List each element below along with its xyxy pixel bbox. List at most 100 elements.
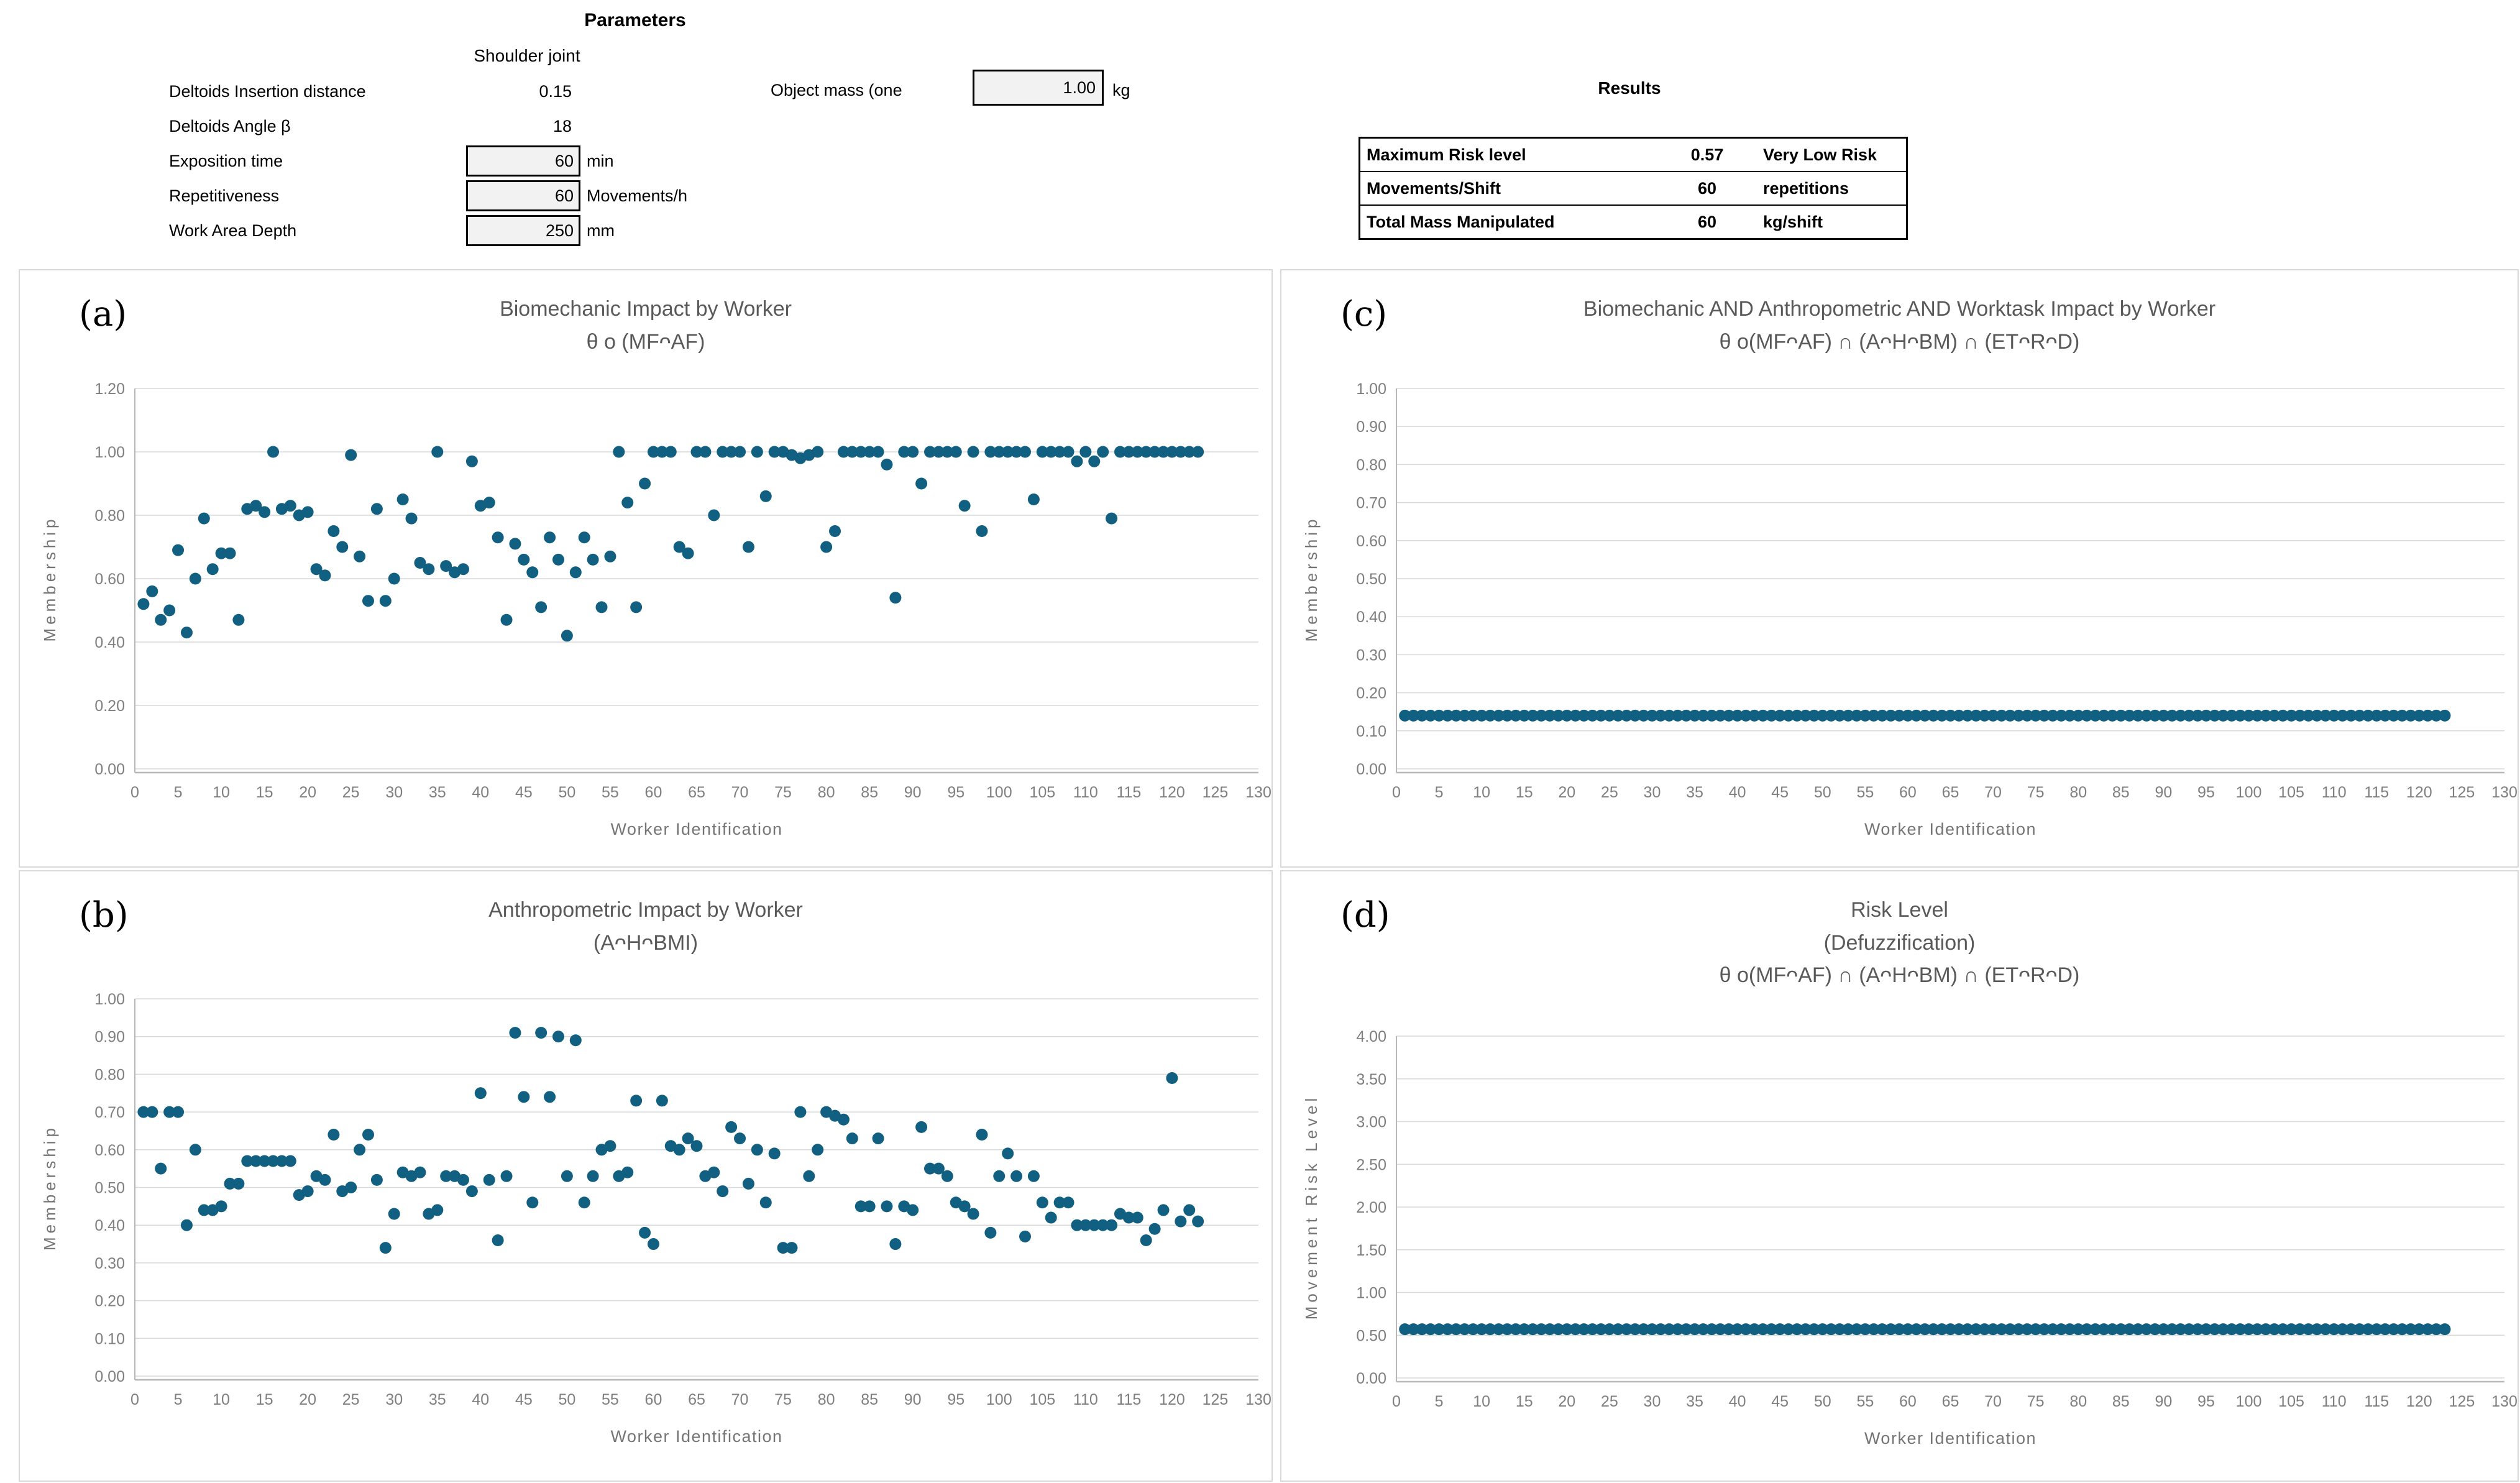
svg-text:110: 110 <box>1073 784 1098 801</box>
chart-title-d: Risk Level (Defuzzification) θ o(MFᴖAF) ∩ … <box>1281 894 2518 992</box>
result-unit: repetitions <box>1763 178 1849 198</box>
svg-text:75: 75 <box>2027 1393 2045 1410</box>
svg-text:20: 20 <box>299 1391 316 1408</box>
svg-text:70: 70 <box>1984 784 2002 801</box>
svg-text:0.60: 0.60 <box>94 571 125 588</box>
svg-text:100: 100 <box>2236 1393 2262 1410</box>
svg-text:0.00: 0.00 <box>1356 1370 1386 1387</box>
scatter-plot-d: 0.00 0.50 1.00 1.50 2.00 2.50 3.00 3.50 4.00 0 5 10… <box>1302 1028 2518 1448</box>
svg-text:1.20: 1.20 <box>94 380 125 398</box>
object-mass-input[interactable]: 1.00 <box>973 70 1104 106</box>
svg-text:60: 60 <box>645 1391 662 1408</box>
chart-title-line: Anthropometric Impact by Worker <box>488 898 803 922</box>
svg-text:0: 0 <box>1392 1393 1401 1410</box>
svg-text:120: 120 <box>1159 784 1185 801</box>
result-unit: kg/shift <box>1763 212 1823 231</box>
svg-text:0.40: 0.40 <box>94 1217 125 1234</box>
svg-text:130: 130 <box>2491 1393 2518 1410</box>
svg-text:Worker Identification: Worker Identification <box>1864 1429 2037 1448</box>
svg-text:25: 25 <box>1601 1393 1618 1410</box>
svg-text:1.00: 1.00 <box>94 991 125 1008</box>
results-title: Results <box>1598 78 1661 98</box>
svg-text:125: 125 <box>1203 784 1229 801</box>
svg-text:70: 70 <box>731 1391 749 1408</box>
svg-text:45: 45 <box>1771 784 1789 801</box>
chart-title-line: θ o(MFᴖAF) ∩ (AᴖHᴖBM) ∩ (ETᴖRᴖD) <box>1719 963 2080 988</box>
svg-text:1.00: 1.00 <box>94 444 125 461</box>
svg-text:70: 70 <box>1984 1393 2002 1410</box>
svg-text:10: 10 <box>1473 784 1490 801</box>
svg-text:80: 80 <box>818 784 835 801</box>
svg-text:Membership: Membership <box>1302 515 1321 641</box>
svg-text:3.00: 3.00 <box>1356 1114 1386 1131</box>
parameters-title: Parameters <box>584 10 686 30</box>
svg-text:2.00: 2.00 <box>1356 1199 1386 1216</box>
svg-text:0.50: 0.50 <box>94 1180 125 1197</box>
svg-text:0.80: 0.80 <box>1356 456 1386 474</box>
svg-text:35: 35 <box>1686 1393 1703 1410</box>
svg-text:40: 40 <box>1729 1393 1746 1410</box>
svg-text:115: 115 <box>2364 1393 2389 1410</box>
svg-text:0.10: 0.10 <box>1356 723 1386 740</box>
object-mass-label: Object mass (one <box>771 81 902 99</box>
chart-panel-a: (a) Biomechanic Impact by Worker θ o (MFᴖ… <box>19 269 1273 868</box>
svg-text:0.90: 0.90 <box>1356 418 1386 436</box>
svg-text:0.00: 0.00 <box>94 761 125 778</box>
svg-text:50: 50 <box>558 1391 575 1408</box>
svg-text:10: 10 <box>1473 1393 1490 1410</box>
chart-title-c: Biomechanic AND Anthropometric AND Workt… <box>1281 293 2518 358</box>
result-label: Total Mass Manipulated <box>1367 212 1555 231</box>
param-row-deltoids-angle: Deltoids Angle β 18 <box>169 109 587 144</box>
svg-text:40: 40 <box>472 784 489 801</box>
svg-text:125: 125 <box>1203 1391 1229 1408</box>
svg-text:35: 35 <box>429 784 446 801</box>
svg-text:110: 110 <box>2322 784 2347 801</box>
svg-text:20: 20 <box>1558 784 1575 801</box>
svg-text:0.60: 0.60 <box>94 1142 125 1159</box>
chart-title-line: (Defuzzification) <box>1823 930 1976 955</box>
shoulder-joint-header: Shoulder joint <box>474 46 580 65</box>
svg-text:Worker Identification: Worker Identification <box>610 1427 782 1446</box>
scatter-plot-b: 0.00 0.10 0.20 0.30 0.40 0.50 0.60 0.70 0.80 0.90… <box>40 991 1271 1446</box>
svg-text:5: 5 <box>174 784 183 801</box>
svg-text:20: 20 <box>1558 1393 1575 1410</box>
repetitiveness-input[interactable]: 60 <box>466 180 580 211</box>
chart-title-line: θ o (MFᴖAF) <box>586 329 705 354</box>
svg-text:Membership: Membership <box>40 1124 59 1251</box>
results-table: Maximum Risk level 0.57 Very Low Risk Mo… <box>1359 137 1908 240</box>
svg-text:0.30: 0.30 <box>94 1255 125 1272</box>
panel-letter-a: (a) <box>79 294 127 334</box>
svg-text:30: 30 <box>1644 1393 1661 1410</box>
svg-text:35: 35 <box>429 1391 446 1408</box>
scatter-plot-a: 0.00 0.20 0.40 0.60 0.80 1.00 1.20 0 5 10 15 20 25 30… <box>40 380 1271 838</box>
svg-text:100: 100 <box>2236 784 2262 801</box>
svg-text:75: 75 <box>2027 784 2045 801</box>
svg-text:60: 60 <box>1899 1393 1917 1410</box>
svg-text:55: 55 <box>602 784 619 801</box>
svg-text:25: 25 <box>1601 784 1618 801</box>
svg-text:30: 30 <box>385 784 403 801</box>
svg-text:45: 45 <box>1771 1393 1789 1410</box>
exposition-time-input[interactable]: 60 <box>466 145 580 177</box>
results-row-movements-shift: Movements/Shift 60 repetitions <box>1360 171 1906 204</box>
svg-text:0.70: 0.70 <box>94 1104 125 1121</box>
svg-text:120: 120 <box>2406 784 2432 801</box>
svg-text:95: 95 <box>947 1391 964 1408</box>
svg-text:0: 0 <box>131 1391 139 1408</box>
svg-text:0.50: 0.50 <box>1356 571 1386 588</box>
work-area-depth-input[interactable]: 250 <box>466 215 580 246</box>
chart-title-line: Biomechanic AND Anthropometric AND Workt… <box>1583 297 2216 321</box>
svg-text:65: 65 <box>1942 1393 1959 1410</box>
result-label: Movements/Shift <box>1367 178 1501 198</box>
param-unit: min <box>587 151 614 170</box>
svg-text:105: 105 <box>2278 1393 2304 1410</box>
svg-text:10: 10 <box>213 784 230 801</box>
svg-text:0.00: 0.00 <box>94 1368 125 1385</box>
svg-text:85: 85 <box>861 784 878 801</box>
svg-text:90: 90 <box>904 784 922 801</box>
svg-text:85: 85 <box>2112 784 2130 801</box>
param-value: 0.15 <box>539 81 572 101</box>
svg-text:20: 20 <box>299 784 316 801</box>
svg-text:40: 40 <box>472 1391 489 1408</box>
param-unit: mm <box>587 221 615 240</box>
